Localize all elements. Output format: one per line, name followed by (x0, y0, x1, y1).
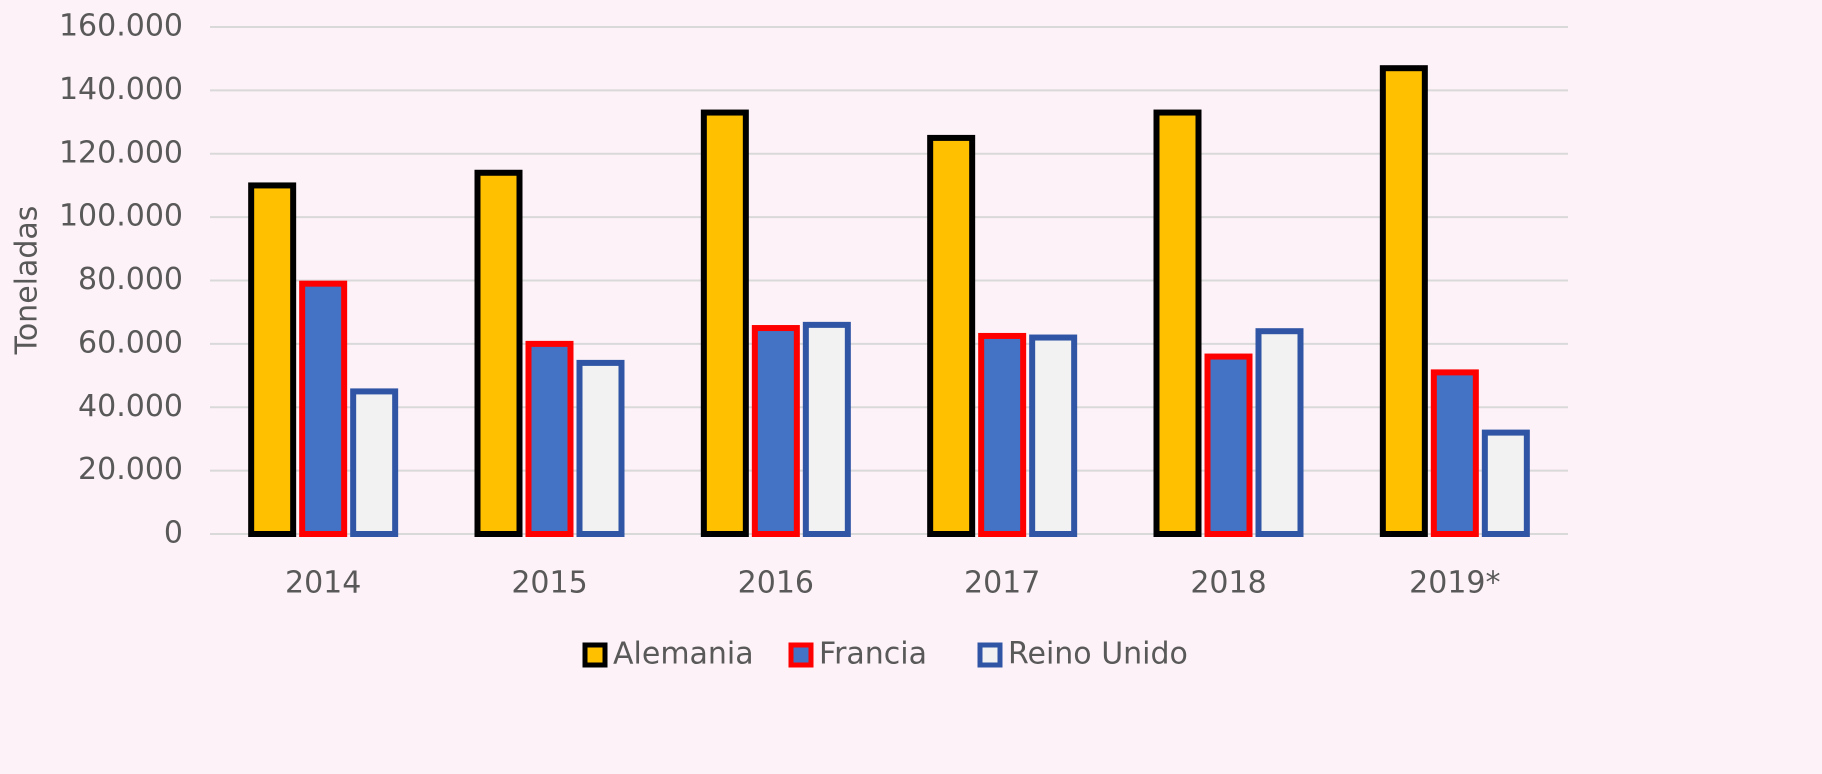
x-tick-label: 2015 (511, 566, 587, 601)
bar (1481, 429, 1530, 538)
bar (1029, 334, 1078, 537)
legend-label: Alemania (613, 637, 754, 672)
y-tick-label: 0 (164, 516, 183, 551)
x-tick-label: 2018 (1190, 566, 1266, 601)
legend-label: Reino Unido (1008, 637, 1188, 672)
legend-marker (977, 642, 1003, 668)
bar (751, 325, 800, 537)
x-tick-label: 2019* (1409, 566, 1500, 601)
x-tick-label: 2017 (964, 566, 1040, 601)
y-tick-label: 120.000 (59, 135, 183, 170)
legend-label: Francia (819, 637, 927, 672)
x-tick-label: 2016 (738, 566, 814, 601)
legend-marker (582, 642, 608, 668)
bar (1379, 65, 1428, 537)
bar (700, 109, 749, 538)
bar (1430, 369, 1479, 537)
bar (248, 182, 297, 537)
y-tick-label: 140.000 (59, 72, 183, 107)
y-tick-label: 100.000 (59, 199, 183, 234)
bar (927, 134, 976, 537)
y-tick-label: 60.000 (78, 325, 183, 360)
y-axis-label: Toneladas (10, 206, 45, 356)
y-tick-label: 80.000 (78, 262, 183, 297)
y-tick-label: 20.000 (78, 452, 183, 487)
bar (802, 321, 851, 537)
bar (299, 280, 348, 538)
bar (576, 359, 625, 538)
bar (350, 388, 399, 537)
bar (978, 332, 1027, 537)
bar (1204, 353, 1253, 537)
bar (1255, 328, 1304, 538)
legend-marker (788, 642, 814, 668)
bar (474, 169, 523, 537)
x-tick-label: 2014 (285, 566, 361, 601)
y-tick-label: 160.000 (59, 9, 183, 44)
bar (525, 340, 574, 537)
bar (1153, 109, 1202, 538)
y-tick-label: 40.000 (78, 389, 183, 424)
